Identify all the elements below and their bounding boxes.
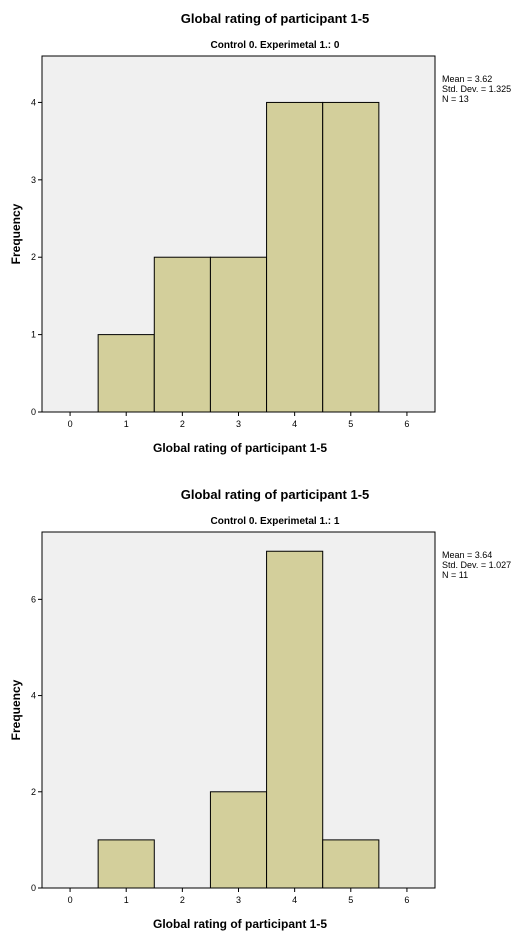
bars-group	[97, 550, 380, 889]
stat-mean: Mean = 3.64	[442, 550, 492, 560]
stat-std-dev: Std. Dev. = 1.325	[442, 84, 511, 94]
stat-std-dev: Std. Dev. = 1.027	[442, 560, 511, 570]
x-tick-label: 3	[236, 895, 241, 905]
chart-title: Global rating of participant 1-5	[181, 11, 370, 26]
y-tick-label: 0	[31, 883, 36, 893]
y-tick-label: 2	[31, 787, 36, 797]
y-tick-label: 0	[31, 407, 36, 417]
y-axis-ticks: 0 2 4 6	[31, 594, 42, 893]
y-tick-label: 4	[31, 691, 36, 701]
x-tick-label: 0	[68, 419, 73, 429]
y-tick-label: 6	[31, 594, 36, 604]
x-tick-label: 5	[348, 419, 353, 429]
histogram-chart-group-1: Global rating of participant 1-5 Control…	[9, 487, 511, 931]
x-tick-label: 4	[292, 419, 297, 429]
histogram-panel-group-1: Global rating of participant 1-5 Control…	[0, 476, 522, 941]
histogram-bar	[266, 101, 324, 413]
x-axis-ticks: 0 1 2 3 4 5 6	[68, 888, 409, 905]
y-axis-label: Frequency	[9, 679, 23, 740]
x-tick-label: 1	[124, 895, 129, 905]
x-axis-ticks: 0 1 2 3 4 5 6	[68, 412, 409, 429]
x-tick-label: 0	[68, 895, 73, 905]
histogram-chart-group-0: Global rating of participant 1-5 Control…	[9, 11, 511, 455]
histogram-panel-group-0: Global rating of participant 1-5 Control…	[0, 0, 522, 465]
histogram-bar	[322, 101, 380, 413]
stat-n: N = 11	[442, 570, 468, 580]
histogram-bar	[97, 839, 155, 889]
x-tick-label: 2	[180, 895, 185, 905]
x-tick-label: 6	[404, 419, 409, 429]
x-tick-label: 3	[236, 419, 241, 429]
stat-mean: Mean = 3.62	[442, 74, 492, 84]
x-tick-label: 2	[180, 419, 185, 429]
histogram-bar	[209, 256, 268, 413]
stat-n: N = 13	[442, 94, 469, 104]
y-tick-label: 1	[31, 330, 36, 340]
chart-subtitle: Control 0. Experimetal 1.: 1	[211, 516, 340, 527]
histogram-bar	[322, 839, 380, 889]
histogram-bar	[266, 550, 324, 889]
y-axis-label: Frequency	[9, 203, 23, 264]
histogram-bar	[153, 256, 211, 413]
x-axis-label: Global rating of participant 1-5	[153, 917, 327, 931]
y-tick-label: 4	[31, 97, 36, 107]
chart-title: Global rating of participant 1-5	[181, 487, 370, 502]
x-tick-label: 4	[292, 895, 297, 905]
x-tick-label: 6	[404, 895, 409, 905]
y-tick-label: 3	[31, 175, 36, 185]
y-tick-label: 2	[31, 252, 36, 262]
bars-group	[97, 101, 380, 413]
chart-subtitle: Control 0. Experimetal 1.: 0	[211, 40, 340, 51]
x-axis-label: Global rating of participant 1-5	[153, 441, 327, 455]
x-tick-label: 1	[124, 419, 129, 429]
histogram-bar	[209, 791, 268, 889]
x-tick-label: 5	[348, 895, 353, 905]
y-axis-ticks: 0 1 2 3 4	[31, 97, 42, 417]
histogram-bar	[97, 334, 155, 413]
